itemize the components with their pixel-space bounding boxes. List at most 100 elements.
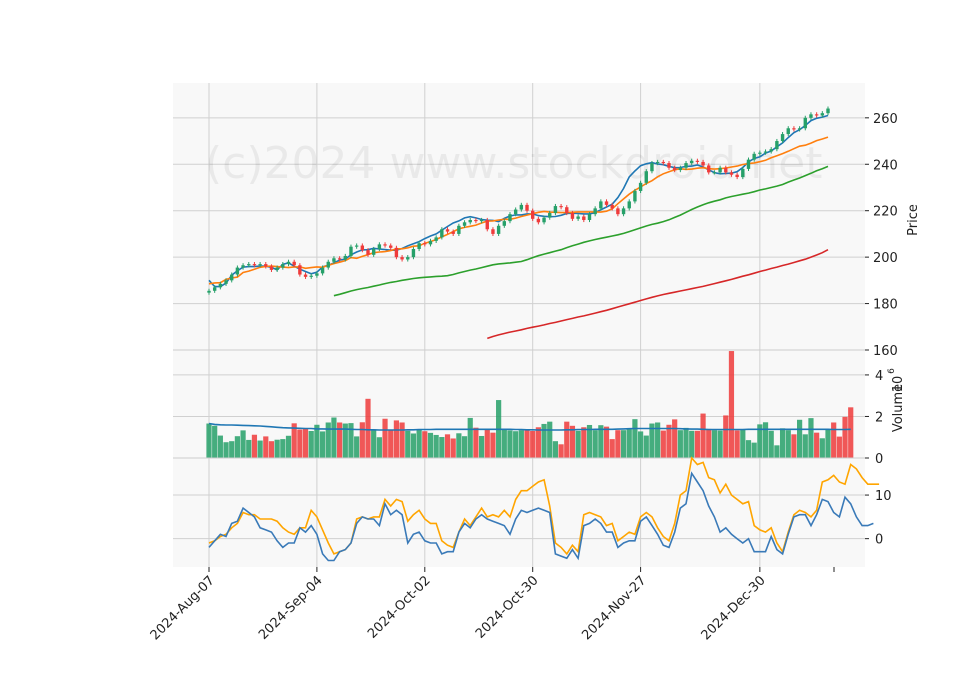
x-tick-label: 2024-Nov-27 (579, 573, 649, 643)
volume-exponent-base: 10 (891, 376, 906, 393)
x-axis: 2024-Aug-07 2024-Sep-04 2024-Oct-02 2024-Oc… (148, 567, 835, 643)
candle-body (275, 267, 279, 270)
volume-bar (740, 429, 746, 458)
candle-body (826, 108, 830, 114)
volume-axis-label: Volume (891, 384, 906, 432)
volume-bar (569, 425, 576, 458)
candle-body (337, 258, 342, 260)
oscillator-fast-line (208, 471, 874, 562)
candle-body (684, 163, 688, 168)
candle-body (582, 216, 586, 220)
candle-body (638, 182, 643, 191)
volume-bar (234, 436, 240, 458)
candle-body (530, 210, 535, 219)
volume-bar (388, 430, 394, 458)
volume-moving-average (208, 422, 851, 431)
volume-bar (649, 423, 655, 458)
candle-body (712, 172, 717, 174)
candle-body (264, 264, 268, 267)
volume-bar (728, 351, 735, 458)
volume-panel: 0 2 4 Volume 10 6 (173, 349, 906, 467)
price-panel: (c)2024 www.stockdroid.net 160 180 200 220 2… (173, 83, 921, 359)
candle-body (451, 231, 455, 234)
volume-bar (706, 428, 712, 458)
volume-tick-label: 0 (875, 452, 883, 467)
candle-body (371, 249, 376, 255)
x-tick-label: 2024-Dec-30 (699, 573, 769, 643)
candle-body (269, 266, 274, 270)
volume-bar (751, 442, 757, 458)
candle-body (570, 213, 575, 219)
volume-bar (501, 429, 507, 458)
oscillator-panel: 0 10 (173, 456, 892, 567)
candle-body (462, 222, 467, 226)
candle-body (519, 204, 524, 210)
volume-bar (444, 434, 451, 458)
candle-body (258, 264, 262, 266)
volume-bar (518, 430, 524, 458)
candle-body (542, 217, 546, 223)
candle-body (298, 265, 302, 275)
moving-average-line (208, 114, 829, 288)
volume-bar (689, 430, 695, 458)
volume-bar (677, 430, 683, 458)
candle-body (440, 229, 444, 238)
candle-body (315, 273, 319, 276)
candle-body (763, 151, 768, 153)
candle-body (741, 168, 745, 178)
candle-body (655, 161, 660, 164)
volume-bar (836, 436, 842, 458)
volume-bar (240, 430, 246, 458)
volume-bar (819, 438, 825, 458)
oscillator-slow-line (208, 456, 880, 556)
oscillator-tick-label: 0 (875, 533, 883, 548)
candle-body (672, 167, 677, 171)
volume-bar (490, 432, 496, 458)
candle-body (303, 274, 308, 277)
volume-bar (354, 436, 360, 458)
volume-bar (427, 432, 434, 458)
volume-bar (513, 431, 519, 458)
volume-bar (257, 440, 263, 458)
candle-body (587, 214, 592, 220)
volume-tick-label: 2 (875, 410, 883, 425)
volume-bar (757, 424, 763, 458)
volume-bar (581, 427, 587, 458)
candle-body (724, 167, 728, 173)
candle-body (343, 255, 347, 260)
volume-bar (592, 430, 598, 458)
volume-bar (694, 430, 700, 458)
price-tick-label: 220 (873, 205, 898, 220)
volume-bar (263, 436, 269, 458)
volume-bar (831, 422, 837, 458)
candle-body (599, 201, 603, 209)
volume-bar (609, 439, 615, 458)
volume-bar (808, 418, 814, 458)
oscillator-axis-ticks: 0 10 (865, 489, 892, 548)
volume-bar (507, 430, 513, 458)
candle-body (377, 244, 382, 250)
candle-body (349, 246, 353, 256)
candle-body (445, 229, 450, 232)
volume-bar (734, 430, 740, 458)
candle-body (792, 128, 796, 130)
candle-body (786, 128, 790, 135)
volume-bar (251, 434, 258, 458)
volume-bar (660, 430, 666, 458)
candlesticks (207, 106, 830, 295)
x-tick-label: 2024-Aug-07 (148, 573, 218, 643)
volume-bar (342, 423, 348, 458)
volume-bar (319, 431, 326, 458)
candle-body (241, 265, 245, 268)
watermark: (c)2024 www.stockdroid.net (205, 138, 822, 189)
candle-body (769, 149, 773, 152)
volume-bar (365, 398, 371, 458)
candle-body (281, 264, 285, 268)
volume-bar (450, 438, 456, 458)
candle-body (576, 216, 580, 219)
candle-body (360, 245, 365, 251)
candle-body (593, 208, 597, 215)
volume-bar (768, 430, 774, 458)
candle-body (633, 190, 637, 202)
moving-average-line (333, 165, 829, 297)
